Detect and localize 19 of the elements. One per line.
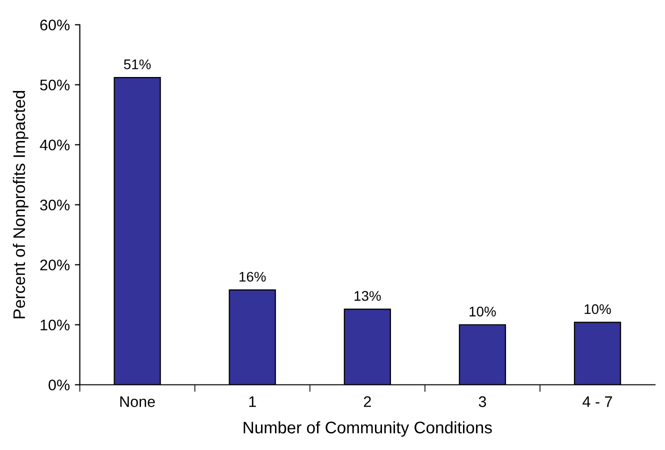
y-axis-title: Percent of Nonprofits Impacted [12,90,28,318]
x-tick-label: 4 - 7 [582,396,612,407]
x-tick-label: 2 [364,396,371,407]
y-tick-label: 20% [40,260,70,270]
data-label: 16% [240,272,266,282]
x-tick-label: 3 [478,396,486,408]
data-label: 13% [354,291,381,301]
data-label: 51% [124,59,151,70]
y-tick-label: 50% [40,80,70,90]
y-tick-label: 60% [40,20,70,30]
y-tick-label: 30% [40,200,70,210]
y-tick-label: 0% [48,380,70,390]
y-tick-label: 10% [40,320,70,330]
y-tick-label: 40% [40,140,70,150]
x-axis-title: Number of Community Conditions [244,421,492,437]
data-label: 10% [584,304,611,314]
x-tick-label: None [120,396,155,408]
x-tick-label: 1 [249,396,256,407]
data-label: 10% [470,306,496,316]
